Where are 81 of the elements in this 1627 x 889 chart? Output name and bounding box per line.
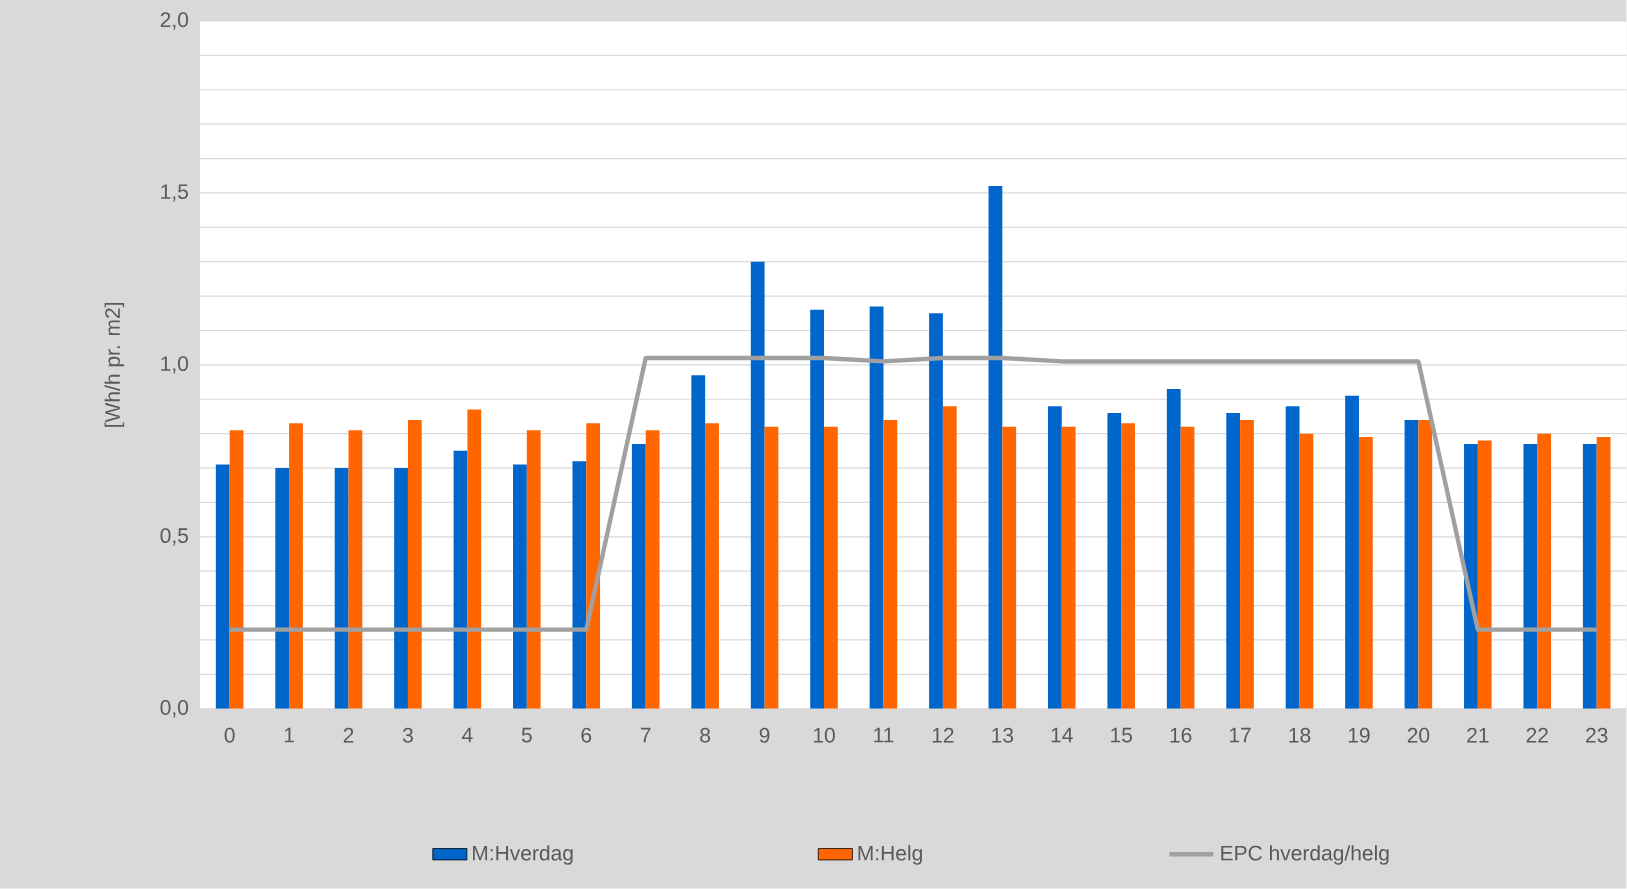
x-tick-label: 14 xyxy=(1051,727,1073,743)
legend-label: EPC hverdag/helg xyxy=(1221,845,1389,865)
bar xyxy=(1061,426,1076,709)
y-tick-label: 2,0 xyxy=(160,12,189,30)
y-tick-label: 0,5 xyxy=(160,528,188,546)
legend-label: M:Hverdag xyxy=(473,845,573,865)
bar xyxy=(526,430,541,709)
x-tick-label: 7 xyxy=(640,727,651,743)
x-tick-label: 9 xyxy=(759,727,770,743)
bar xyxy=(1002,426,1017,709)
bar xyxy=(229,430,244,709)
bar xyxy=(988,186,1003,709)
x-tick-label: 1 xyxy=(284,727,294,743)
bar xyxy=(645,430,660,709)
bar xyxy=(1596,437,1611,709)
bar xyxy=(1418,420,1433,709)
x-tick-label: 20 xyxy=(1407,727,1430,743)
bar xyxy=(334,468,349,709)
bar xyxy=(810,310,825,709)
bar xyxy=(1299,433,1314,709)
bar xyxy=(215,464,230,709)
bar xyxy=(869,306,884,709)
bar xyxy=(1166,389,1181,709)
bar xyxy=(942,406,957,709)
bar xyxy=(631,444,646,709)
y-tick-label: 1,0 xyxy=(161,356,189,374)
x-tick-label: 13 xyxy=(992,727,1014,743)
bar xyxy=(1523,444,1538,709)
bar xyxy=(1107,413,1122,709)
bar xyxy=(1477,440,1492,709)
x-tick-label: 0 xyxy=(224,727,235,743)
bar xyxy=(1537,433,1552,709)
x-tick-label: 16 xyxy=(1170,727,1192,743)
x-tick-label: 11 xyxy=(874,727,894,743)
y-axis-title: [Wh/h pr. m2] xyxy=(104,303,125,427)
x-tick-label: 17 xyxy=(1230,727,1251,743)
legend-label: M:Helg xyxy=(858,845,922,865)
bar xyxy=(1404,420,1419,709)
x-tick-label: 18 xyxy=(1289,727,1311,743)
bar xyxy=(1226,413,1241,709)
bar xyxy=(586,423,601,709)
bar xyxy=(883,420,898,709)
bar xyxy=(453,450,468,709)
x-tick-label: 12 xyxy=(932,727,954,743)
bar xyxy=(691,375,706,709)
x-tick-label: 5 xyxy=(521,727,532,743)
x-tick-label: 2 xyxy=(343,727,354,743)
bar xyxy=(513,464,527,709)
bar xyxy=(289,423,303,709)
x-tick-label: 15 xyxy=(1111,727,1132,743)
bar xyxy=(1240,420,1254,709)
bar xyxy=(1285,406,1300,709)
bar xyxy=(1582,444,1597,709)
bar xyxy=(1121,423,1135,709)
x-tick-label: 22 xyxy=(1526,727,1548,743)
bar xyxy=(1464,444,1478,709)
x-tick-label: 8 xyxy=(700,727,711,743)
bar xyxy=(407,420,422,709)
x-tick-label: 23 xyxy=(1586,727,1608,743)
bar xyxy=(705,423,719,709)
x-tick-label: 19 xyxy=(1348,727,1370,743)
bar xyxy=(1358,437,1373,709)
bar xyxy=(348,430,363,709)
bar xyxy=(1047,406,1062,709)
bar xyxy=(824,426,838,709)
bar xyxy=(572,461,587,709)
y-tick-label: 1,5 xyxy=(161,184,188,202)
bar xyxy=(467,409,482,709)
bar xyxy=(929,313,943,709)
bar xyxy=(764,426,779,709)
bar xyxy=(275,468,290,709)
bar xyxy=(394,468,408,709)
bar xyxy=(1345,395,1359,709)
bar xyxy=(750,261,765,709)
bar xyxy=(1180,426,1195,709)
x-tick-label: 3 xyxy=(402,727,413,743)
x-tick-label: 6 xyxy=(581,727,592,743)
y-tick-label: 0,0 xyxy=(160,700,189,718)
x-tick-label: 21 xyxy=(1467,727,1489,743)
x-tick-label: 10 xyxy=(813,727,835,743)
x-tick-label: 4 xyxy=(462,727,473,743)
